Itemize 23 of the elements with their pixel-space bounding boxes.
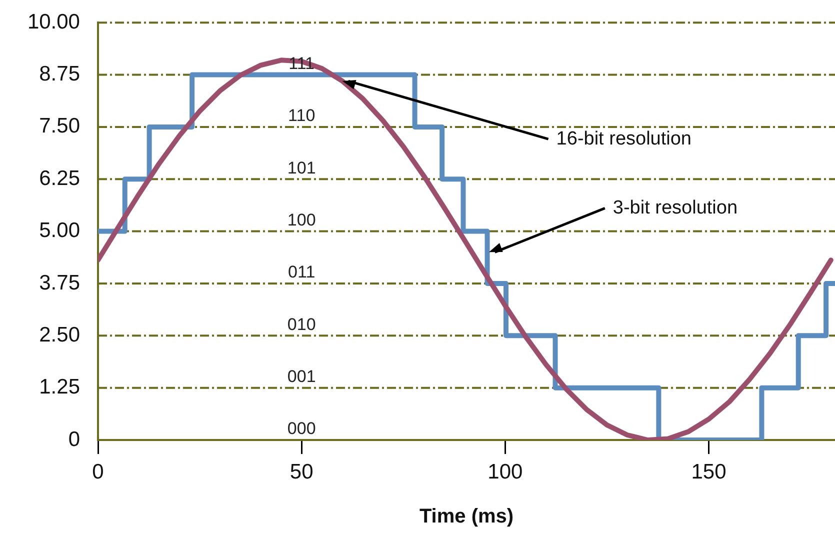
annotation: 100 [287, 210, 316, 230]
x-tick-label: 50 [290, 460, 314, 484]
y-tick-label: 10.00 [27, 10, 80, 34]
x-tick-label: 150 [691, 460, 726, 484]
y-tick-label: 2.50 [39, 323, 80, 346]
annotation: 001 [287, 367, 316, 386]
annotation: 101 [287, 158, 316, 178]
y-tick-label: 0 [68, 428, 80, 451]
y-tick-label: 8.75 [39, 62, 80, 86]
y-tick-label: 3.75 [39, 271, 80, 294]
annotation: 000 [287, 419, 316, 438]
y-tick-label: 1.25 [39, 376, 80, 399]
annotation: 011 [288, 262, 316, 282]
y-tick-label: 6.25 [39, 166, 80, 190]
x-tick-label: 100 [488, 460, 523, 484]
x-tick-label: 0 [92, 460, 104, 484]
annotation: 010 [287, 314, 316, 334]
annotation: 110 [288, 106, 316, 126]
annotation: 3-bit resolution [612, 197, 738, 218]
y-tick-label: 7.50 [39, 114, 80, 138]
annotation: 16-bit resolution [556, 128, 692, 150]
x-axis-title: Time (ms) [419, 506, 514, 528]
y-tick-label: 5.00 [39, 219, 80, 242]
